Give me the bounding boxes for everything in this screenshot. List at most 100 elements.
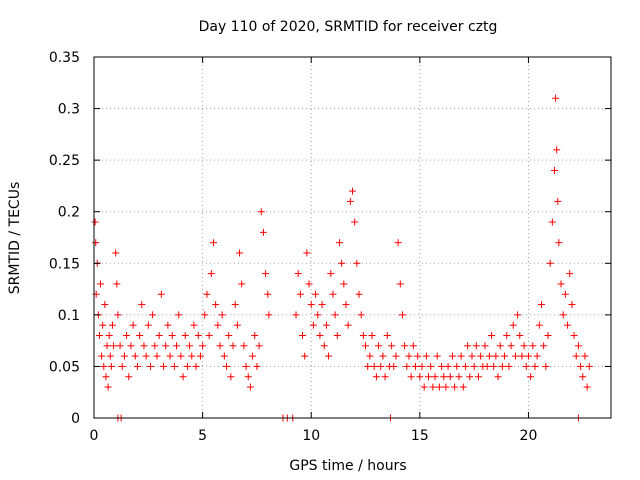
data-point <box>299 331 307 339</box>
data-point <box>574 342 582 350</box>
data-point <box>114 311 122 319</box>
data-point <box>370 362 378 370</box>
data-point <box>99 321 107 329</box>
data-point <box>511 352 519 360</box>
data-point <box>253 362 261 370</box>
data-point <box>559 311 567 319</box>
data-point <box>518 352 526 360</box>
data-point <box>294 270 302 278</box>
data-point <box>483 362 491 370</box>
data-point <box>548 218 556 226</box>
data-point <box>129 321 137 329</box>
data-point <box>196 352 204 360</box>
data-point <box>552 94 560 102</box>
data-point <box>472 342 480 350</box>
data-point <box>207 270 215 278</box>
data-point <box>407 373 415 381</box>
data-point <box>435 383 443 391</box>
data-point <box>366 352 374 360</box>
data-point <box>446 373 454 381</box>
data-point <box>509 321 517 329</box>
data-point <box>540 342 548 350</box>
data-point <box>249 352 257 360</box>
y-tick-label: 0.15 <box>49 256 80 272</box>
data-point <box>416 373 424 381</box>
plot-frame <box>93 56 612 419</box>
data-point <box>529 342 537 350</box>
data-point <box>411 362 419 370</box>
data-point <box>225 331 233 339</box>
data-point <box>468 352 476 360</box>
data-point <box>501 352 509 360</box>
data-point <box>459 383 467 391</box>
data-point <box>579 373 587 381</box>
y-tick-label: 0.2 <box>58 205 80 221</box>
data-point <box>131 352 139 360</box>
y-tick-label: 0.1 <box>58 308 80 324</box>
data-point <box>192 362 200 370</box>
data-point <box>259 228 267 236</box>
data-point <box>383 331 391 339</box>
data-point <box>546 259 554 267</box>
data-point <box>405 352 413 360</box>
data-point <box>136 331 144 339</box>
data-point <box>181 331 189 339</box>
grid-lines <box>94 57 611 418</box>
data-point <box>372 373 380 381</box>
data-point <box>91 218 99 226</box>
data-point <box>533 352 541 360</box>
data-point <box>320 342 328 350</box>
data-point <box>322 321 330 329</box>
data-point <box>110 342 118 350</box>
data-point <box>140 342 148 350</box>
data-point <box>427 362 435 370</box>
data-point <box>466 373 474 381</box>
data-point <box>485 352 493 360</box>
data-point <box>368 331 376 339</box>
data-point <box>377 362 385 370</box>
data-point <box>535 321 543 329</box>
data-point <box>133 362 141 370</box>
data-point <box>314 311 322 319</box>
data-point <box>544 331 552 339</box>
data-point <box>120 352 128 360</box>
data-point <box>179 373 187 381</box>
data-point <box>555 239 563 247</box>
data-point <box>127 342 135 350</box>
data-point <box>481 342 489 350</box>
data-point <box>553 146 561 154</box>
data-point <box>103 342 111 350</box>
data-point <box>429 383 437 391</box>
data-point <box>155 331 163 339</box>
data-point <box>394 239 402 247</box>
data-point <box>542 362 550 370</box>
data-point <box>375 342 383 350</box>
data-point <box>98 352 106 360</box>
data-point <box>572 352 580 360</box>
data-point <box>316 331 324 339</box>
data-point <box>216 342 224 350</box>
data-point <box>346 197 354 205</box>
data-point <box>524 352 532 360</box>
data-point <box>379 352 387 360</box>
data-point <box>359 331 367 339</box>
data-points <box>91 94 593 422</box>
data-point <box>338 259 346 267</box>
data-point <box>151 342 159 350</box>
data-point <box>557 280 565 288</box>
data-point <box>490 362 498 370</box>
data-point <box>568 301 576 309</box>
data-point <box>388 342 396 350</box>
data-point <box>231 301 239 309</box>
data-point <box>453 362 461 370</box>
data-point <box>409 342 417 350</box>
data-point <box>496 342 504 350</box>
data-point <box>514 311 522 319</box>
y-axis-label: SRMTID / TECUs <box>7 182 23 295</box>
data-point <box>102 373 110 381</box>
data-point <box>396 280 404 288</box>
data-point <box>242 362 250 370</box>
data-point <box>246 383 254 391</box>
data-point <box>520 342 528 350</box>
data-point <box>342 301 350 309</box>
